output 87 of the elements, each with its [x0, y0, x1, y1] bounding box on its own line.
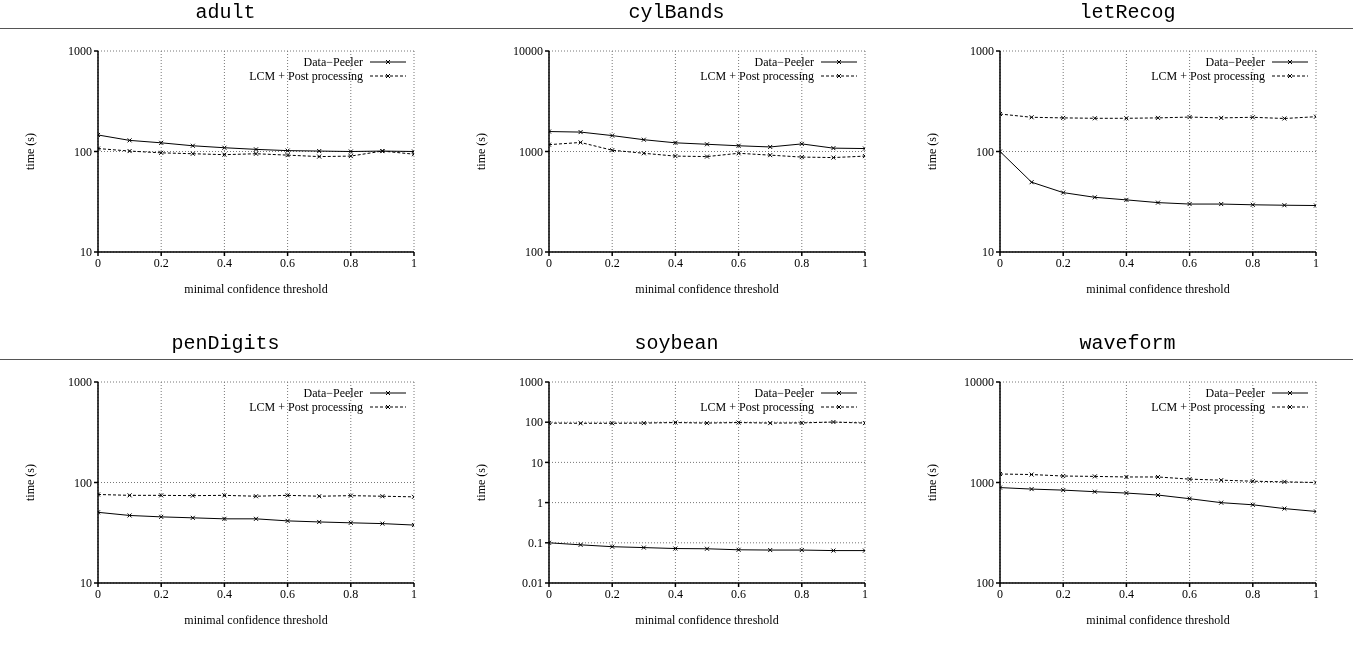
x-tick-label: 0.6 [280, 586, 296, 601]
x-tick-label: 0.6 [731, 255, 747, 270]
x-tick-label: 0.2 [604, 255, 620, 270]
legend-label: LCM + Post processing [700, 400, 814, 414]
x-tick-label: 1 [411, 586, 417, 601]
x-tick-label: 0 [546, 255, 552, 270]
x-tick-label: 0 [997, 255, 1003, 270]
y-tick-label: 10000 [964, 375, 994, 390]
y-tick-label: 10 [80, 245, 92, 260]
legend-label: LCM + Post processing [700, 69, 814, 83]
x-tick-label: 0.8 [343, 586, 359, 601]
x-tick-label: 0.8 [1245, 586, 1261, 601]
y-axis-title: time (s) [925, 133, 940, 170]
x-tick-label: 1 [862, 255, 868, 270]
x-axis-title: minimal confidence threshold [184, 282, 328, 296]
x-tick-label: 0.8 [1245, 255, 1261, 270]
x-tick-label: 1 [411, 255, 417, 270]
y-tick-label: 100 [74, 144, 92, 159]
x-tick-label: 0.8 [794, 586, 810, 601]
x-axis-title: minimal confidence threshold [1086, 613, 1230, 627]
x-tick-label: 0.6 [1182, 255, 1198, 270]
y-axis-title: time (s) [23, 464, 38, 501]
x-tick-label: 0 [997, 586, 1003, 601]
y-tick-label: 10 [80, 576, 92, 591]
y-tick-label: 0.01 [522, 576, 543, 591]
x-axis-title: minimal confidence threshold [1086, 282, 1230, 296]
x-tick-label: 0.4 [667, 255, 683, 270]
y-tick-label: 1000 [519, 375, 543, 390]
y-tick-label: 1000 [970, 475, 994, 490]
y-axis-title: time (s) [474, 464, 489, 501]
x-tick-label: 1 [1313, 586, 1319, 601]
chart-title: adult [0, 0, 451, 29]
y-tick-label: 1000 [519, 144, 543, 159]
y-tick-label: 100 [976, 144, 994, 159]
legend-label: Data−Peeler [1205, 55, 1265, 69]
legend-label: LCM + Post processing [1151, 69, 1265, 83]
x-tick-label: 0.2 [153, 586, 169, 601]
x-tick-label: 0.6 [280, 255, 296, 270]
legend-label: Data−Peeler [1205, 386, 1265, 400]
x-tick-label: 0 [95, 255, 101, 270]
chart-title: soybean [451, 331, 902, 360]
y-axis-title: time (s) [474, 133, 489, 170]
y-tick-label: 10 [531, 455, 543, 470]
y-tick-label: 1000 [970, 44, 994, 59]
chart-title: cylBands [451, 0, 902, 29]
y-tick-label: 100 [525, 415, 543, 430]
chart-title: waveform [902, 331, 1353, 360]
x-tick-label: 0.6 [1182, 586, 1198, 601]
y-tick-label: 1 [537, 495, 543, 510]
y-axis-title: time (s) [925, 464, 940, 501]
x-axis-title: minimal confidence threshold [635, 282, 779, 296]
legend-label: LCM + Post processing [1151, 400, 1265, 414]
x-tick-label: 0.4 [216, 255, 232, 270]
x-tick-label: 0.4 [1118, 255, 1134, 270]
legend-label: LCM + Post processing [249, 400, 363, 414]
y-tick-label: 1000 [68, 44, 92, 59]
legend-label: Data−Peeler [303, 55, 363, 69]
chart-title: penDigits [0, 331, 451, 360]
y-tick-label: 100 [74, 475, 92, 490]
x-tick-label: 0.8 [343, 255, 359, 270]
x-tick-label: 0.4 [667, 586, 683, 601]
chart-title: letRecog [902, 0, 1353, 29]
legend-label: Data−Peeler [303, 386, 363, 400]
x-tick-label: 1 [1313, 255, 1319, 270]
x-tick-label: 0 [546, 586, 552, 601]
legend-label: LCM + Post processing [249, 69, 363, 83]
legend-label: Data−Peeler [754, 55, 814, 69]
y-tick-label: 100 [525, 245, 543, 260]
x-tick-label: 1 [862, 586, 868, 601]
x-axis-title: minimal confidence threshold [635, 613, 779, 627]
x-tick-label: 0.2 [1055, 255, 1071, 270]
x-tick-label: 0.6 [731, 586, 747, 601]
y-tick-label: 1000 [68, 375, 92, 390]
x-tick-label: 0.4 [1118, 586, 1134, 601]
y-tick-label: 100 [976, 576, 994, 591]
y-tick-label: 10000 [513, 44, 543, 59]
x-tick-label: 0 [95, 586, 101, 601]
x-tick-label: 0.4 [216, 586, 232, 601]
y-axis-title: time (s) [23, 133, 38, 170]
legend-label: Data−Peeler [754, 386, 814, 400]
x-tick-label: 0.8 [794, 255, 810, 270]
x-tick-label: 0.2 [604, 586, 620, 601]
x-axis-title: minimal confidence threshold [184, 613, 328, 627]
x-tick-label: 0.2 [153, 255, 169, 270]
x-tick-label: 0.2 [1055, 586, 1071, 601]
y-tick-label: 10 [982, 245, 994, 260]
y-tick-label: 0.1 [528, 536, 543, 551]
